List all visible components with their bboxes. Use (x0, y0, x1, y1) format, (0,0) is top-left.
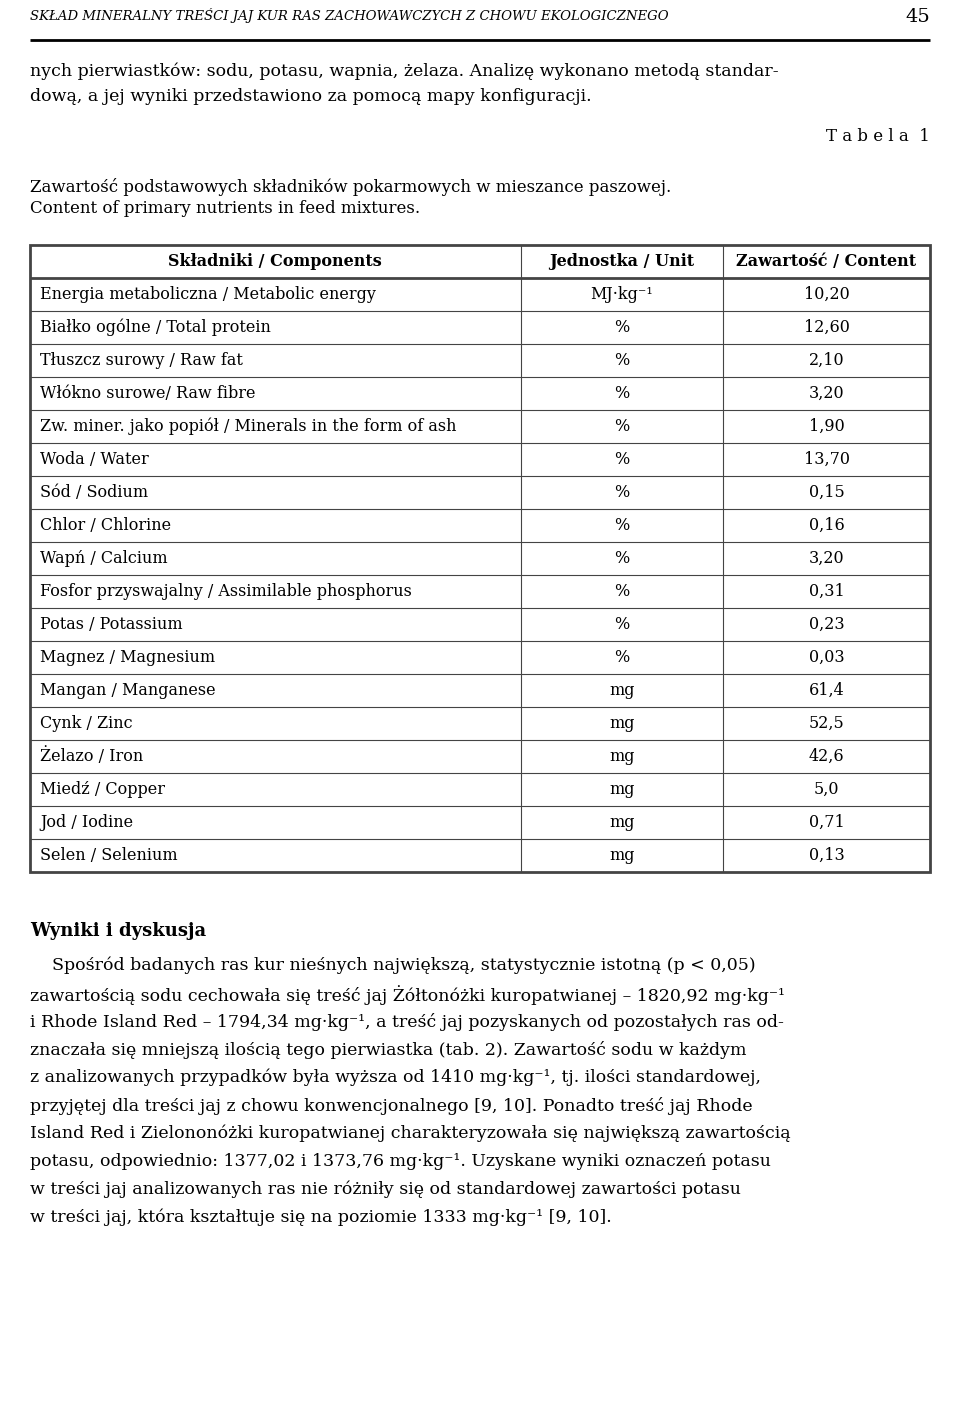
Text: %: % (614, 550, 630, 566)
Text: mg: mg (609, 815, 635, 831)
Text: w treści jaj analizowanych ras nie różniły się od standardowej zawartości potasu: w treści jaj analizowanych ras nie różni… (30, 1180, 741, 1199)
Text: 0,03: 0,03 (808, 649, 844, 666)
Text: znaczała się mniejszą ilością tego pierwiastka (tab. 2). Zawartość sodu w każdym: znaczała się mniejszą ilością tego pierw… (30, 1042, 747, 1059)
Text: 2,10: 2,10 (808, 352, 844, 369)
Text: Woda / Water: Woda / Water (40, 451, 149, 468)
Text: 0,15: 0,15 (808, 484, 845, 501)
Text: %: % (614, 649, 630, 666)
Text: Island Red i Zielononóżki kuropatwianej charakteryzowała się największą zawartoś: Island Red i Zielononóżki kuropatwianej … (30, 1124, 791, 1143)
Text: 3,20: 3,20 (808, 550, 844, 566)
Text: Cynk / Zinc: Cynk / Zinc (40, 715, 132, 732)
Text: potasu, odpowiednio: 1377,02 i 1373,76 mg·kg⁻¹. Uzyskane wyniki oznaczeń potasu: potasu, odpowiednio: 1377,02 i 1373,76 m… (30, 1152, 771, 1171)
Text: Selen / Selenium: Selen / Selenium (40, 847, 178, 864)
Text: 10,20: 10,20 (804, 286, 850, 303)
Text: Content of primary nutrients in feed mixtures.: Content of primary nutrients in feed mix… (30, 200, 420, 217)
Text: Białko ogólne / Total protein: Białko ogólne / Total protein (40, 318, 271, 336)
Text: Mangan / Manganese: Mangan / Manganese (40, 681, 216, 700)
Text: Magnez / Magnesium: Magnez / Magnesium (40, 649, 215, 666)
Text: Miedź / Copper: Miedź / Copper (40, 781, 165, 798)
Text: Składniki / Components: Składniki / Components (168, 252, 382, 271)
Text: Sód / Sodium: Sód / Sodium (40, 484, 148, 501)
Bar (30, 245, 930, 872)
Text: 0,16: 0,16 (808, 517, 845, 534)
Text: Zw. miner. jako popiół / Minerals in the form of ash: Zw. miner. jako popiół / Minerals in the… (40, 418, 457, 435)
Text: 61,4: 61,4 (808, 681, 845, 700)
Text: i Rhode Island Red – 1794,34 mg·kg⁻¹, a treść jaj pozyskanych od pozostałych ras: i Rhode Island Red – 1794,34 mg·kg⁻¹, a … (30, 1014, 784, 1030)
Text: 45: 45 (905, 8, 930, 27)
Text: dową, a jej wyniki przedstawiono za pomocą mapy konfiguracji.: dową, a jej wyniki przedstawiono za pomo… (30, 88, 591, 105)
Text: mg: mg (609, 781, 635, 798)
Text: Jod / Iodine: Jod / Iodine (40, 815, 133, 831)
Text: Jednostka / Unit: Jednostka / Unit (549, 252, 694, 271)
Text: 13,70: 13,70 (804, 451, 850, 468)
Text: Tłuszcz surowy / Raw fat: Tłuszcz surowy / Raw fat (40, 352, 243, 369)
Text: przyjętej dla treści jaj z chowu konwencjonalnego [9, 10]. Ponadto treść jaj Rho: przyjętej dla treści jaj z chowu konwenc… (30, 1096, 753, 1115)
Text: %: % (614, 615, 630, 632)
Text: 1,90: 1,90 (808, 418, 845, 435)
Text: mg: mg (609, 749, 635, 765)
Text: Włókno surowe/ Raw fibre: Włókno surowe/ Raw fibre (40, 386, 255, 402)
Text: 5,0: 5,0 (814, 781, 839, 798)
Text: zawartością sodu cechowała się treść jaj Żółtonóżki kuropatwianej – 1820,92 mg·k: zawartością sodu cechowała się treść jaj… (30, 986, 785, 1005)
Text: Chlor / Chlorine: Chlor / Chlorine (40, 517, 171, 534)
Text: Fosfor przyswajalny / Assimilable phosphorus: Fosfor przyswajalny / Assimilable phosph… (40, 583, 412, 600)
Text: %: % (614, 583, 630, 600)
Text: nych pierwiastków: sodu, potasu, wapnia, żelaza. Analizę wykonano metodą standar: nych pierwiastków: sodu, potasu, wapnia,… (30, 62, 779, 80)
Text: %: % (614, 386, 630, 402)
Text: mg: mg (609, 681, 635, 700)
Text: T a b e l a  1: T a b e l a 1 (827, 128, 930, 144)
Text: Spośród badanych ras kur nieśnych największą, statystycznie istotną (p < 0,05): Spośród badanych ras kur nieśnych najwię… (30, 958, 756, 974)
Text: Wapń / Calcium: Wapń / Calcium (40, 550, 168, 566)
Text: 42,6: 42,6 (808, 749, 844, 765)
Text: 52,5: 52,5 (808, 715, 845, 732)
Text: mg: mg (609, 847, 635, 864)
Text: mg: mg (609, 715, 635, 732)
Text: MJ·kg⁻¹: MJ·kg⁻¹ (590, 286, 653, 303)
Text: 0,71: 0,71 (808, 815, 845, 831)
Text: 0,13: 0,13 (808, 847, 845, 864)
Text: 0,31: 0,31 (808, 583, 845, 600)
Text: %: % (614, 484, 630, 501)
Text: 3,20: 3,20 (808, 386, 844, 402)
Text: %: % (614, 517, 630, 534)
Text: Żelazo / Iron: Żelazo / Iron (40, 747, 143, 765)
Text: Energia metaboliczna / Metabolic energy: Energia metaboliczna / Metabolic energy (40, 286, 376, 303)
Text: %: % (614, 320, 630, 336)
Text: %: % (614, 418, 630, 435)
Text: Zawartość podstawowych składników pokarmowych w mieszance paszowej.: Zawartość podstawowych składników pokarm… (30, 178, 671, 196)
Text: Zawartość / Content: Zawartość / Content (736, 252, 917, 271)
Text: 12,60: 12,60 (804, 320, 850, 336)
Text: Potas / Potassium: Potas / Potassium (40, 615, 182, 632)
Text: %: % (614, 451, 630, 468)
Text: Wyniki i dyskusja: Wyniki i dyskusja (30, 923, 206, 939)
Text: %: % (614, 352, 630, 369)
Text: w treści jaj, która kształtuje się na poziomie 1333 mg·kg⁻¹ [9, 10].: w treści jaj, która kształtuje się na po… (30, 1209, 612, 1227)
Text: SKŁAD MINERALNY TREŚCI JAJ KUR RAS ZACHOWAWCZYCH Z CHOWU EKOLOGICZNEGO: SKŁAD MINERALNY TREŚCI JAJ KUR RAS ZACHO… (30, 8, 668, 22)
Text: 0,23: 0,23 (808, 615, 844, 632)
Text: z analizowanych przypadków była wyższa od 1410 mg·kg⁻¹, tj. ilości standardowej,: z analizowanych przypadków była wyższa o… (30, 1068, 761, 1087)
